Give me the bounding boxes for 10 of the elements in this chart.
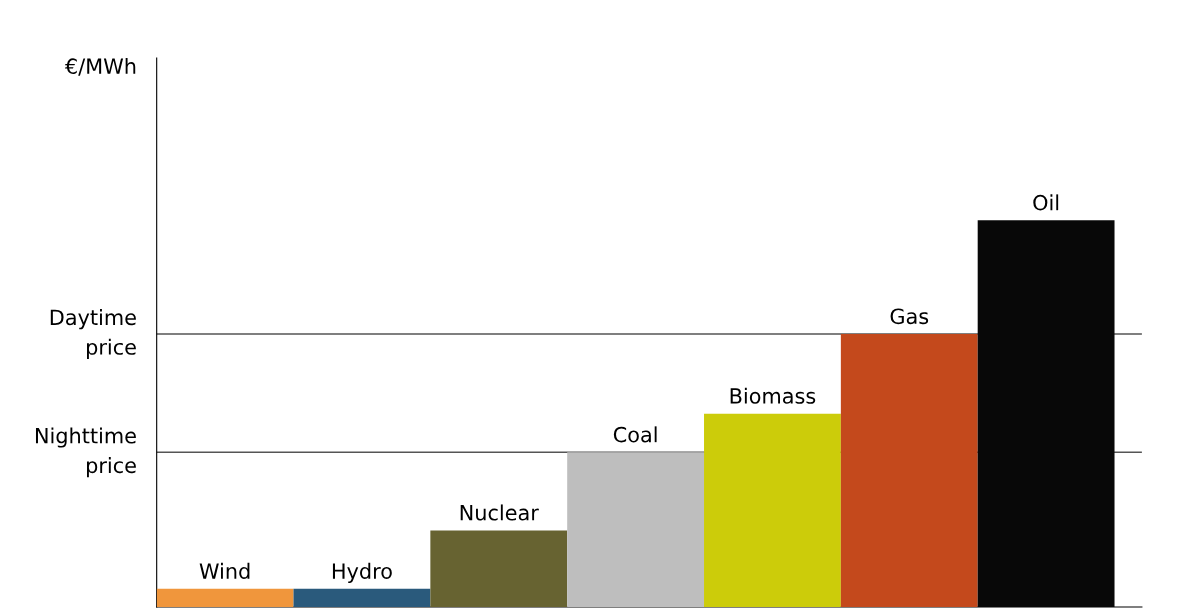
- x-tick-label: Biomass: [730, 387, 816, 404]
- x-tick-label: Oil: [1033, 194, 1059, 211]
- x-tick-label: Coal: [613, 426, 657, 443]
- ref-line-label: Nighttime price: [35, 427, 136, 478]
- x-tick-label: Hydro: [332, 562, 392, 583]
- x-tick-label: Nuclear: [460, 504, 539, 521]
- text: €/MWh: [64, 57, 136, 76]
- ref-line-label: Daytime price: [50, 309, 136, 359]
- x-tick-label: Gas: [890, 308, 929, 325]
- x-tick-label: Wind: [199, 562, 250, 579]
